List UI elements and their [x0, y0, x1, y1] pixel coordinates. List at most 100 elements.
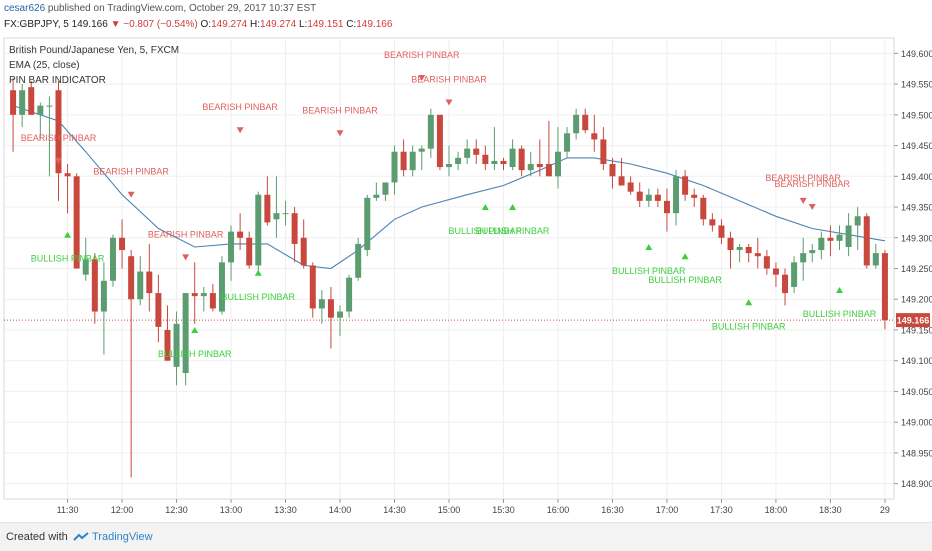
candle [436, 114, 443, 171]
candle [527, 151, 534, 177]
candle [455, 151, 462, 171]
bearish-arrow-icon [182, 254, 190, 261]
pin-bar-markers: BEARISH PINBAR BULLISH PINBAR BEARISH PINB… [21, 50, 877, 359]
candle-body [37, 105, 44, 115]
open-value: 149.274 [211, 19, 248, 30]
candle-body [809, 250, 816, 254]
candlestick-chart[interactable]: BEARISH PINBAR BULLISH PINBAR BEARISH PINB… [0, 0, 932, 522]
candle [209, 283, 216, 312]
y-tick-label: 149.100 [901, 356, 932, 366]
candle [318, 290, 325, 324]
candle [164, 305, 171, 361]
bearish-pinbar-label: BEARISH PINBAR [148, 229, 224, 239]
candle [300, 219, 307, 269]
candle [37, 102, 44, 140]
candle-body [881, 253, 888, 321]
candle-body [863, 216, 870, 266]
candle [763, 250, 770, 275]
candle-body [845, 225, 852, 247]
y-tick-label: 149.250 [901, 264, 932, 274]
candle [691, 188, 698, 208]
y-tick-label: 149.450 [901, 141, 932, 151]
candle-body [137, 271, 144, 300]
candle-body [10, 90, 17, 115]
candle [119, 219, 126, 269]
candle-body [818, 237, 825, 251]
candle-body [518, 148, 525, 171]
candle-body [173, 323, 180, 367]
high-label: H: [250, 19, 261, 30]
candle [663, 188, 670, 232]
candle-body [718, 225, 725, 238]
author-link[interactable]: cesar626 [4, 3, 46, 14]
candle-body [446, 164, 452, 168]
candle-body [209, 293, 216, 309]
candle [791, 256, 798, 294]
candle [600, 127, 607, 171]
x-tick-label: 13:00 [220, 505, 243, 515]
x-tick-label: 11:30 [57, 505, 79, 515]
candle-body [455, 157, 462, 165]
candle [500, 157, 507, 171]
candle [418, 145, 425, 171]
candle-body [482, 154, 489, 165]
x-tick-label: 18:00 [765, 505, 788, 515]
series-title: British Pound/Japanese Yen, 5, FXCM [9, 45, 179, 56]
candle [146, 243, 153, 312]
candle-body [564, 133, 571, 152]
candle [400, 139, 407, 177]
candle-body [654, 194, 661, 201]
ema-legend: EMA (25, close) [9, 60, 80, 71]
x-tick-label: 16:30 [601, 505, 624, 515]
bearish-arrow-icon [54, 157, 62, 164]
x-tick-label: 17:00 [656, 505, 679, 515]
candle-body [91, 259, 98, 312]
y-tick-label: 148.950 [901, 448, 932, 458]
candle [237, 213, 244, 251]
candle-body [636, 191, 643, 201]
candle [109, 234, 116, 287]
candle-body [327, 299, 334, 318]
candle [473, 139, 480, 165]
candle-body [872, 253, 879, 266]
candle-body [545, 164, 552, 177]
candle [373, 182, 380, 201]
tradingview-link[interactable]: TradingView [73, 523, 153, 551]
candle [100, 262, 107, 355]
x-axis[interactable]: 11:30 12:00 12:30 13:00 13:30 14:00 14:30 15:00… [57, 499, 890, 515]
candle [91, 253, 98, 324]
candle [836, 225, 843, 251]
candle [863, 213, 870, 269]
candle [291, 207, 298, 263]
candle-body [464, 148, 471, 158]
bullish-pinbar-label: BULLISH PINBAR [31, 254, 105, 264]
candle-body [200, 293, 207, 297]
x-tick-label: 13:30 [274, 505, 297, 515]
candle-body [782, 274, 789, 294]
candle [509, 139, 516, 171]
tradingview-logo-icon [73, 532, 89, 541]
candle [327, 286, 334, 349]
y-tick-label: 149.150 [901, 325, 932, 335]
bearish-pinbar-label: BEARISH PINBAR [774, 179, 850, 189]
candle-body [754, 253, 761, 257]
bearish-pinbar-label: BEARISH PINBAR [302, 105, 378, 115]
candle-body [509, 148, 516, 168]
candle-body [591, 133, 598, 140]
candle-body [264, 194, 271, 223]
bearish-arrow-icon [799, 197, 807, 204]
bullish-pinbar-label: BULLISH PINBAR [158, 349, 232, 359]
candle-body [618, 176, 625, 186]
candle-body [736, 246, 743, 251]
y-tick-label: 149.300 [901, 233, 932, 243]
candle [482, 145, 489, 171]
candle [727, 231, 734, 269]
y-axis[interactable]: 148.900 148.950 149.000 149.050 149.100 149.1… [894, 49, 932, 489]
candle [173, 311, 180, 386]
ohlc-info: FX:GBPJPY, 5 149.166 ▼ −0.807 (−0.54%) O… [4, 18, 392, 32]
bullish-arrow-icon [191, 326, 199, 333]
candle [854, 207, 861, 251]
candle [591, 114, 598, 152]
x-tick-label: 15:00 [438, 505, 461, 515]
candle [800, 237, 807, 281]
